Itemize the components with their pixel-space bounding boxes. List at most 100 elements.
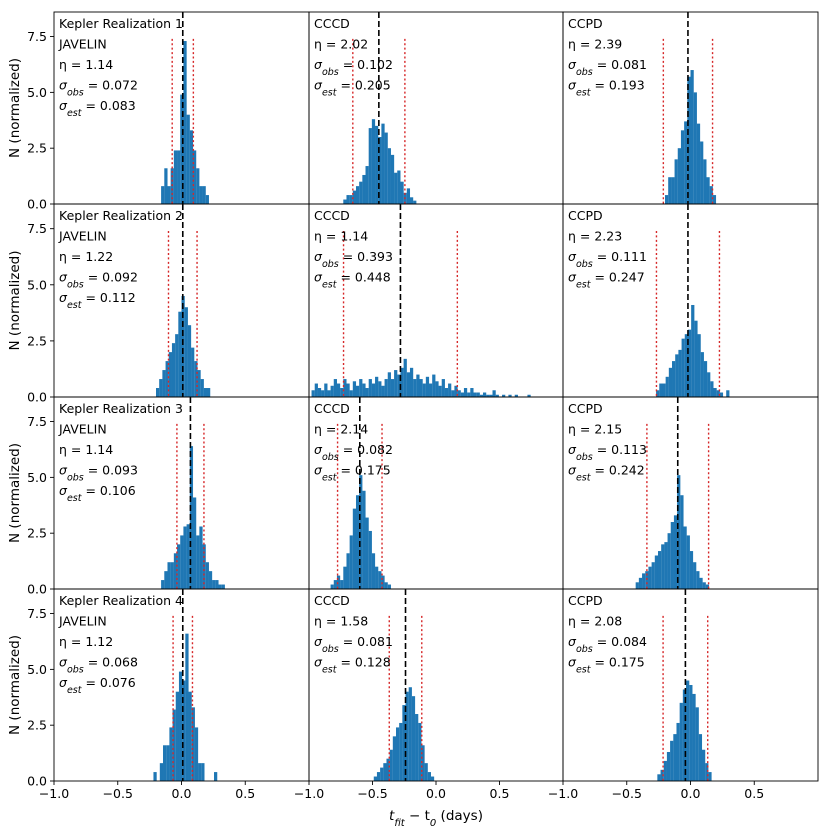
panel-r4-javelin: 0.0 2.5 5.0 7.5 −1.0 −0.5 0.0 0.5 Kepler Realiza… — [27, 588, 310, 801]
sigma-obs-label: σobs = 0.081 — [568, 57, 647, 78]
histogram-bar — [375, 125, 379, 204]
histogram-bar — [689, 685, 693, 781]
y-tick-label: 5.0 — [27, 470, 47, 485]
histogram-bar — [435, 381, 439, 397]
histogram-bar — [514, 394, 518, 397]
histogram-bar — [486, 394, 490, 397]
histogram-bar — [397, 170, 401, 204]
histogram-bar — [215, 580, 219, 589]
y-axis-label: N (normalized) — [7, 58, 23, 158]
histogram-bar — [687, 76, 691, 204]
histogram-bar — [680, 130, 685, 204]
histogram-bar — [425, 376, 430, 397]
histogram-bar — [188, 691, 192, 781]
x-tick-label: −0.5 — [357, 786, 387, 801]
histogram-bar — [186, 114, 190, 204]
eta-label: η = 1.14 — [59, 442, 113, 457]
histogram-bar — [470, 388, 474, 397]
histogram-bar — [708, 772, 712, 781]
sigma-obs-label: σobs = 0.082 — [314, 442, 393, 463]
histogram-bar — [716, 390, 720, 397]
histogram-bar — [359, 475, 363, 589]
realization-title: Kepler Realization 2 — [59, 208, 183, 223]
histogram-bar — [400, 367, 404, 397]
histogram-bar — [368, 530, 372, 589]
histogram-bar — [396, 727, 400, 781]
panel-r3-javelin: 0.0 2.5 5.0 7.5 Kepler Realization 3 JAVELIN η… — [27, 396, 310, 597]
histogram-bar — [161, 186, 165, 204]
histogram-bar — [680, 495, 684, 589]
panel-r4-cccd: −1.0 −0.5 0.0 0.5 CCCD η = 1.58 σobs = 0.081σe… — [294, 588, 564, 801]
histogram-bar — [180, 535, 184, 589]
histogram-bar — [164, 168, 168, 204]
histogram-bar — [386, 758, 390, 781]
histogram-bar — [201, 763, 205, 781]
histogram-bar — [170, 562, 174, 589]
histogram-bar — [693, 92, 697, 204]
sigma-obs-label: σobs = 0.084 — [568, 634, 647, 655]
histogram-bar — [392, 736, 397, 781]
sigma-obs-label: σobs = 0.093 — [59, 463, 138, 484]
histogram-bar — [349, 390, 353, 397]
eta-label: η = 2.39 — [568, 37, 622, 52]
eta-label: η = 2.15 — [568, 422, 622, 437]
histogram-bar — [346, 553, 350, 589]
y-tick-label: 7.5 — [27, 414, 47, 429]
histogram-bar — [684, 334, 688, 397]
histogram-bar — [373, 776, 377, 781]
histogram-bar — [197, 370, 201, 397]
histogram-bar — [645, 571, 649, 589]
histogram-bar — [378, 571, 382, 589]
histogram-bar — [167, 562, 171, 589]
histogram-bar — [405, 691, 409, 781]
histogram-bar — [161, 580, 165, 589]
histogram-bar — [705, 584, 710, 589]
histogram-bar — [678, 349, 682, 397]
histogram-bar — [321, 390, 325, 397]
method-label: JAVELIN — [58, 229, 107, 244]
eta-label: η = 1.58 — [314, 614, 368, 629]
x-axis-label-minus: − t — [405, 808, 430, 824]
histogram-bar — [701, 749, 706, 781]
x-tick-label: 0.0 — [426, 786, 446, 801]
sigma-obs-label: σobs = 0.113 — [568, 442, 647, 463]
histogram-bar — [656, 390, 660, 397]
histogram-bar — [403, 358, 407, 397]
histogram-bar — [673, 734, 677, 781]
histogram-bar — [205, 562, 209, 589]
x-axis-label-days: (days) — [436, 808, 483, 824]
x-tick-label: −1.0 — [294, 786, 324, 801]
histogram-bar — [692, 693, 696, 781]
histogram-bar — [693, 562, 697, 589]
histogram-bar — [467, 392, 471, 397]
histogram-bar — [668, 177, 672, 204]
histogram-bar — [662, 383, 666, 397]
eta-label: η = 2.02 — [314, 37, 368, 52]
histogram-bar — [375, 376, 379, 397]
method-label: CCPD — [568, 16, 603, 31]
sigma-est-label: σest = 0.106 — [59, 483, 136, 504]
histogram-bar — [153, 772, 157, 781]
histogram-bar — [712, 195, 717, 204]
histogram-bar — [214, 772, 218, 781]
histogram-bar — [430, 776, 435, 781]
histogram-bar — [705, 763, 709, 781]
histogram-bar — [661, 544, 665, 589]
histogram-bar — [389, 749, 393, 781]
histogram-bar — [207, 388, 211, 397]
histogram-bar — [352, 508, 357, 589]
histogram-bar — [208, 571, 213, 589]
histogram-bar — [654, 555, 659, 589]
method-label: CCCD — [314, 208, 350, 223]
y-tick-label: 0.0 — [27, 582, 47, 597]
histogram-bar — [489, 394, 493, 397]
histogram-bar — [444, 388, 449, 397]
histogram-bar — [212, 580, 216, 589]
histogram-bar — [169, 727, 173, 781]
histogram-bar — [177, 544, 181, 589]
method-label: JAVELIN — [58, 37, 107, 52]
histogram-bar — [677, 475, 681, 589]
histogram-bar — [368, 128, 372, 204]
x-tick-label: 0.0 — [172, 786, 192, 801]
